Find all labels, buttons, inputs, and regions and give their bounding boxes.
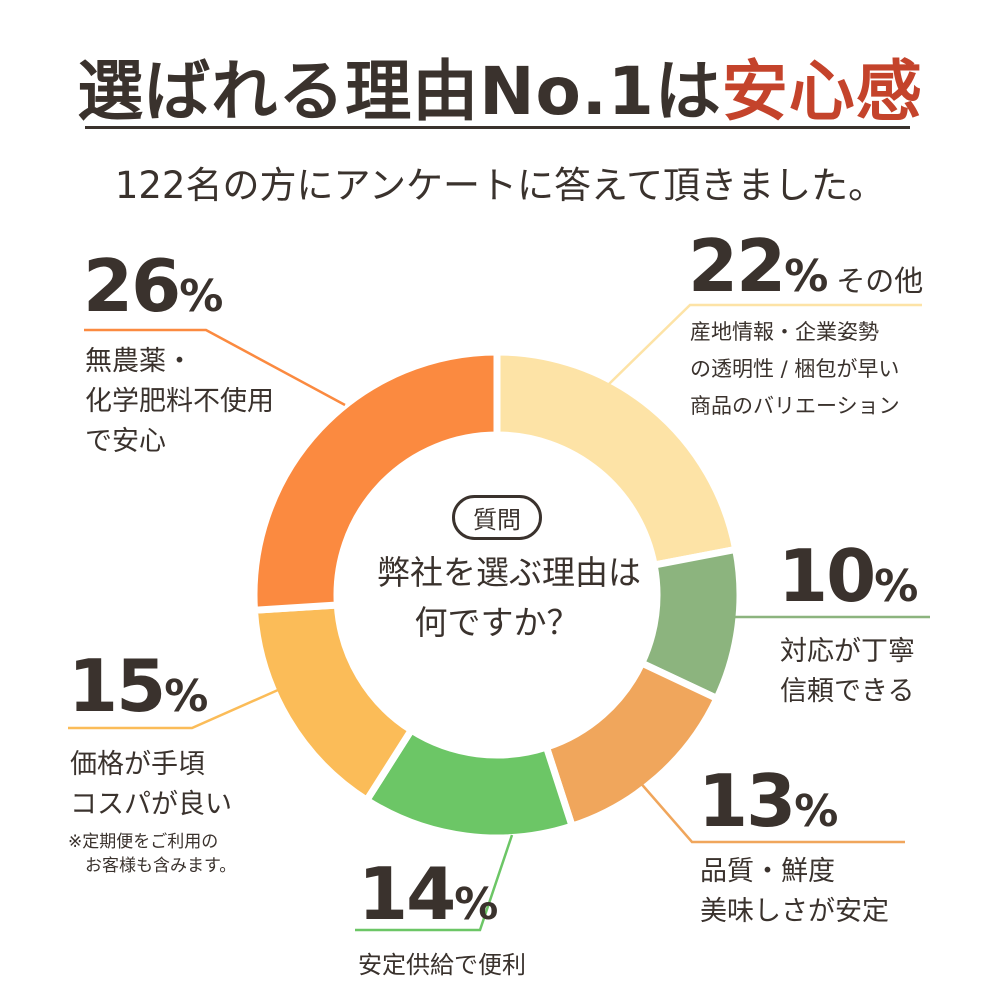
slice-label-26: 無農薬・ 化学肥料不使用 で安心 [85,342,274,462]
pct-label-14: 14% [358,858,498,930]
question-line-2: 何ですか？ [414,603,580,642]
label-line: 価格が手頃 [70,749,205,780]
pct-value: 22 [688,224,786,308]
subtitle: 122名の方にアンケートに答えて頂きました。 [114,164,886,207]
label-line: 信頼できる [780,676,915,707]
pct-value: 13 [698,759,796,843]
note-line: お客様も含みます。 [85,856,237,876]
leader-line-14 [355,834,514,932]
pct-symbol: % [164,671,208,722]
slice-label-15: 価格が手頃 コスパが良い [70,745,232,825]
pct-symbol: % [874,561,918,612]
slice-label-13: 品質・鮮度 美味しさが安定 [700,852,889,932]
center-question: 質問 弊社を選ぶ理由は 何ですか？ [377,495,641,648]
leader-line-13 [637,779,905,844]
pct-symbol: % [794,786,838,837]
pct-value: 14 [358,852,456,936]
question-badge: 質問 [452,495,542,540]
title-main: 選ばれる理由No.1は [77,53,722,130]
tag-other: その他 [836,264,924,298]
pct-value: 10 [778,534,876,618]
leader-line-15 [68,688,279,730]
donut-slice-13 [542,658,722,831]
page-title: 選ばれる理由No.1は安心感 [0,38,1000,134]
title-divider [85,126,910,129]
label-line: 対応が丁寧 [780,636,915,667]
pct-label-13: 13% [698,765,838,837]
pct-label-22: 22% その他 [688,230,923,302]
label-line: 品質・鮮度 [700,856,835,887]
pct-value: 15 [68,644,166,728]
label-line: 商品のバリエーション [690,394,900,418]
donut-slice-26 [250,348,501,614]
donut-slice-22 [493,348,740,570]
pct-value: 26 [83,244,181,328]
pct-symbol: % [454,879,498,930]
label-line: の透明性 / 梱包が早い [690,357,900,381]
label-line: 安定供給で便利 [358,951,526,979]
leader-line-26 [84,328,346,407]
leader-line-22 [607,303,922,386]
label-line: 化学肥料不使用 [85,386,274,417]
label-line: コスパが良い [70,789,232,820]
slice-label-22: 産地情報・企業姿勢 の透明性 / 梱包が早い 商品のバリエーション [690,314,900,425]
label-line: 美味しさが安定 [700,896,889,927]
pct-label-10: 10% [778,540,918,612]
slice-note-15: ※定期便をご利用の お客様も含みます。 [68,830,236,878]
pct-label-26: 26% [83,250,223,322]
pct-symbol: % [784,251,828,302]
pct-label-15: 15% [68,650,208,722]
title-accent: 安心感 [721,53,923,130]
pct-symbol: % [179,271,223,322]
label-line: 産地情報・企業姿勢 [690,320,879,344]
question-line-1: 弊社を選ぶ理由は [377,553,641,592]
label-line: で安心 [85,426,166,457]
note-line: ※定期便をご利用の [68,832,219,852]
slice-label-14: 安定供給で便利 [358,945,526,985]
label-line: 無農薬・ [85,346,193,377]
slice-label-10: 対応が丁寧 信頼できる [780,632,915,712]
